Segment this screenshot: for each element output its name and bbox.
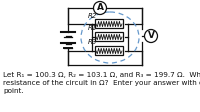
Text: R1: R1 — [87, 26, 97, 31]
Text: R3: R3 — [87, 40, 97, 45]
FancyBboxPatch shape — [95, 32, 123, 42]
FancyBboxPatch shape — [95, 19, 123, 28]
Circle shape — [144, 29, 158, 42]
Text: Let R₁ = 100.3 Ω, R₂ = 103.1 Ω, and R₃ = 199.7 Ω.  What is the equivalent
resist: Let R₁ = 100.3 Ω, R₂ = 103.1 Ω, and R₃ =… — [3, 72, 200, 95]
FancyBboxPatch shape — [95, 46, 123, 56]
Text: R2: R2 — [87, 13, 97, 18]
Text: A: A — [96, 3, 104, 13]
Circle shape — [94, 1, 106, 14]
Text: V: V — [148, 31, 154, 41]
